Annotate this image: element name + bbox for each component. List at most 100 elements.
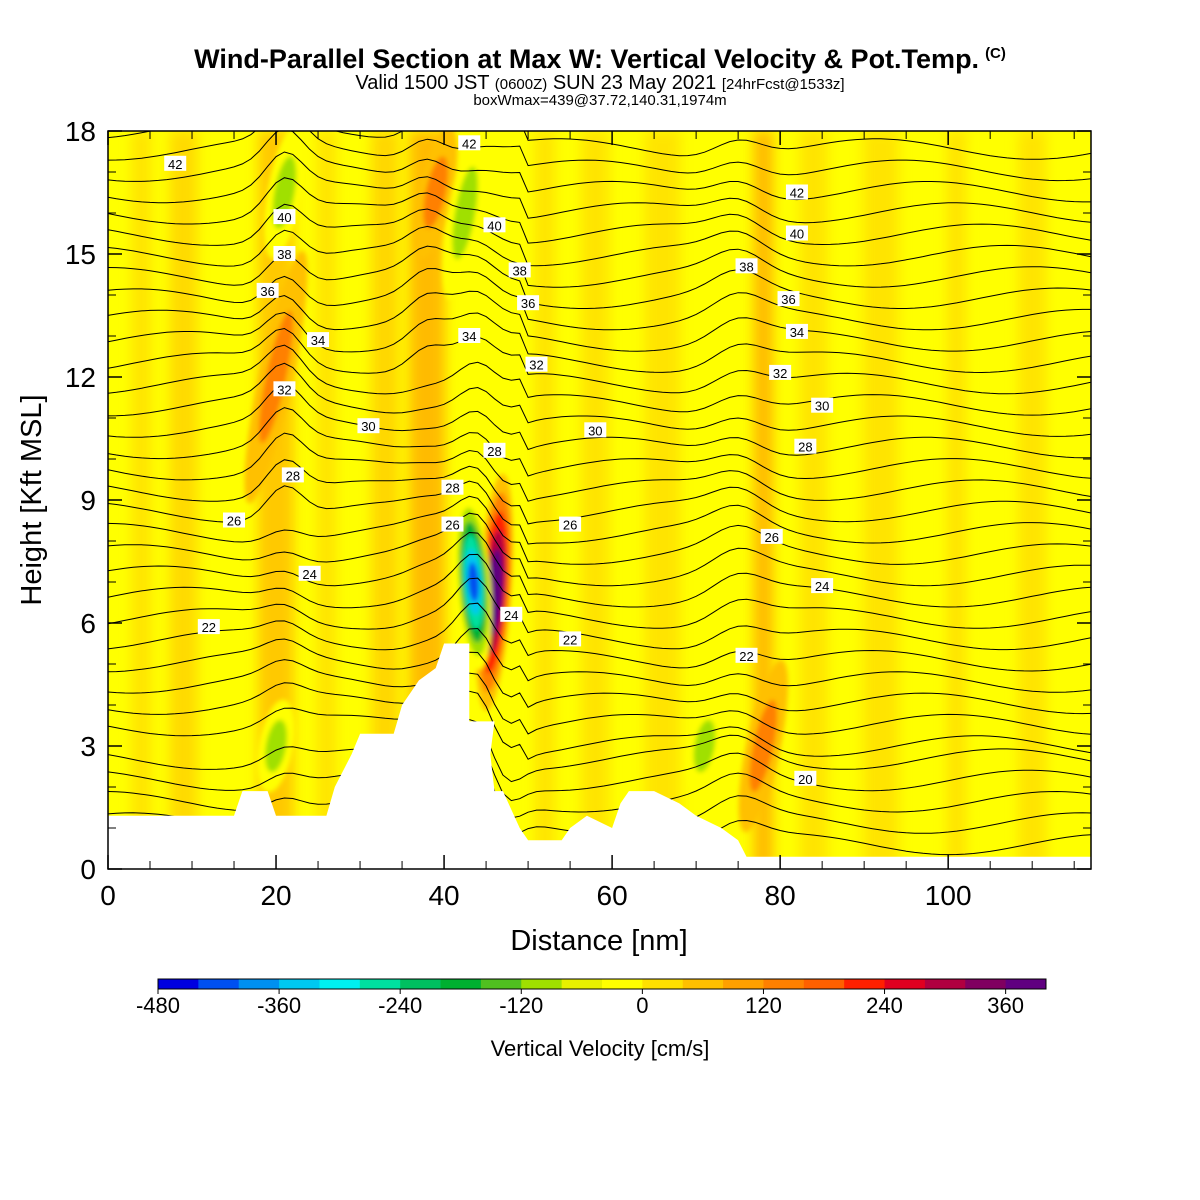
y-tick-label: 18 — [65, 116, 96, 147]
isentrope-label-bg — [785, 184, 808, 200]
x-axis-label: Distance [nm] — [510, 925, 687, 957]
colorbar-swatch — [359, 979, 401, 989]
isentrope-label: 42 — [458, 135, 481, 151]
isentrope-contours — [108, 131, 1091, 856]
isentrope-line — [108, 407, 1091, 480]
colorbar-swatch — [682, 979, 724, 989]
isentrope-line — [108, 651, 1091, 715]
colorbar-swatch — [279, 979, 320, 989]
isentrope-label-text: 36 — [521, 296, 535, 311]
chart-title-text: Wind-Parallel Section at Max W: Vertical… — [194, 44, 980, 74]
isentrope-label: 40 — [785, 225, 808, 242]
isentrope-label-bg — [811, 397, 834, 413]
field-band — [581, 131, 610, 869]
field-band — [534, 131, 555, 869]
valid-time: Valid 1500 JST — [355, 72, 490, 94]
isentrope-line — [108, 602, 1091, 672]
isentrope-label-text: 34 — [462, 329, 476, 344]
isentrope-label-bg — [500, 606, 523, 622]
isentrope-line — [108, 383, 1091, 459]
isentrope-label-text: 34 — [790, 325, 804, 340]
colorbar-swatch — [884, 979, 926, 989]
isentrope-label: 34 — [785, 323, 808, 340]
y-tick-label: 12 — [65, 362, 96, 393]
colorbar-tick-label: 240 — [866, 993, 903, 1018]
isentrope-label: 32 — [525, 356, 548, 373]
colorbar-tick-label: 0 — [636, 993, 648, 1018]
isentrope-line — [108, 553, 1091, 629]
isentrope-label-bg — [584, 422, 607, 438]
isentrope-line — [108, 362, 1091, 437]
isentrope-label-bg — [197, 619, 220, 635]
isentrope-line — [108, 131, 1091, 203]
isentrope-label-bg — [298, 565, 321, 581]
isentrope-label-text: 36 — [260, 284, 274, 299]
isentrope-label-text: 40 — [790, 227, 804, 242]
chart-subtitle: Valid 1500 JST (0600Z) SUN 23 May 2021 [… — [0, 72, 1200, 95]
isentrope-label: 32 — [273, 381, 296, 397]
isentrope-label-bg — [777, 291, 800, 307]
isentrope-label-text: 40 — [277, 210, 291, 225]
isentrope-label-text: 34 — [311, 333, 325, 348]
colorbar-swatch — [924, 979, 966, 989]
isentrope-label: 28 — [794, 438, 817, 455]
isentrope-label-text: 28 — [798, 440, 812, 455]
isentrope-label-bg — [256, 282, 279, 298]
isentrope-label-bg — [559, 631, 582, 647]
isentrope-line — [108, 311, 1091, 374]
isentrope-label: 40 — [273, 209, 296, 225]
field-cell — [452, 166, 478, 260]
isentrope-label: 30 — [357, 418, 380, 434]
isentrope-line — [108, 432, 1091, 502]
isentrope-label-bg — [273, 246, 296, 261]
valid-date: SUN 23 May 2021 — [552, 72, 717, 94]
field-cell — [749, 699, 778, 793]
isentrope-label: 38 — [508, 262, 531, 278]
x-tick-label: 0 — [100, 880, 116, 911]
isentrope-label-text: 32 — [277, 382, 291, 397]
isentrope-label-bg — [785, 225, 808, 241]
field-cell — [258, 310, 294, 444]
isentrope-label-text: 22 — [739, 649, 753, 664]
isentrope-label: 32 — [769, 364, 792, 381]
field-cell — [467, 562, 479, 602]
vertical-velocity-field — [108, 131, 1091, 869]
isentrope-label-bg — [458, 135, 481, 151]
isentrope-label: 24 — [500, 606, 523, 623]
field-band — [946, 131, 967, 869]
isentrope-line — [108, 344, 1091, 416]
colorbar-swatch — [602, 979, 643, 989]
colorbar-swatch — [158, 979, 199, 989]
isentrope-label-text: 26 — [765, 530, 779, 545]
isentrope-label: 22 — [559, 631, 582, 647]
isentrope-line — [108, 718, 1091, 783]
colorbar-tick-label: -120 — [499, 993, 543, 1018]
x-tick-label: 100 — [925, 880, 972, 911]
isentrope-label-bg — [483, 217, 506, 233]
isentrope-line — [108, 627, 1091, 693]
isentrope-line — [108, 748, 1091, 819]
y-tick-label: 3 — [80, 731, 96, 762]
isentrope-label: 40 — [483, 217, 506, 233]
colorbar-swatch — [642, 979, 684, 989]
isentrope-label-text: 38 — [512, 263, 526, 278]
isentrope-label-text: 24 — [815, 579, 829, 594]
isentrope-line — [108, 577, 1091, 651]
isentrope-label-bg — [811, 578, 834, 594]
x-tick-label: 60 — [597, 880, 628, 911]
isentrope-line — [108, 225, 1091, 288]
isentrope-label-bg — [785, 323, 808, 339]
forecast-info: [24hrFcst@1533z] — [721, 76, 845, 93]
isentrope-line — [108, 512, 1091, 587]
colorbar-swatch — [400, 979, 442, 989]
isentrope-labels: 20 22 22 22 24 24 24 26 26 26 26 28 28 28 28 30 30 30 32 32… — [164, 135, 834, 787]
isentrope-label-text: 42 — [168, 157, 182, 172]
isentrope-label-text: 42 — [790, 186, 804, 201]
isentrope-label-bg — [559, 516, 582, 532]
colorbar-swatch — [238, 979, 280, 989]
isentrope-label-bg — [508, 262, 531, 278]
terrain-shape — [108, 643, 1091, 869]
colorbar-swatch — [844, 979, 886, 989]
y-tick-label: 0 — [80, 854, 96, 885]
